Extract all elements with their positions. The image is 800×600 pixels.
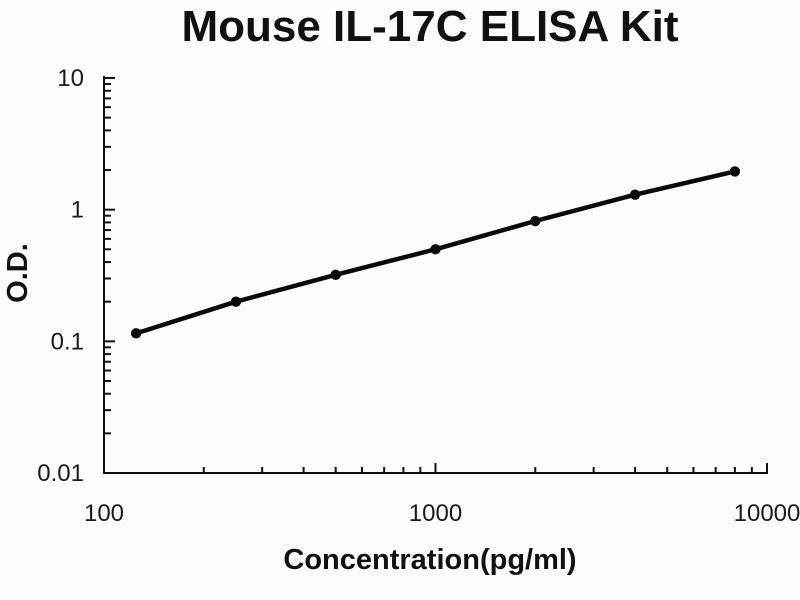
y-tick-label: 1: [71, 197, 84, 224]
data-point: [130, 328, 142, 339]
data-point: [230, 296, 242, 307]
y-tick-label: 0.01: [37, 460, 84, 487]
x-tick-label: 1000: [409, 500, 462, 527]
data-point: [629, 189, 641, 200]
data-point: [530, 215, 541, 227]
x-tick-label: 100: [84, 500, 124, 527]
x-axis-label: Concentration(pg/ml): [283, 544, 577, 576]
y-tick-label: 10: [57, 65, 84, 92]
x-tick-label: 10000: [734, 500, 800, 527]
y-tick-label: 0.1: [51, 328, 84, 355]
data-point: [729, 166, 741, 177]
data-point: [430, 244, 441, 255]
data-point: [330, 269, 341, 281]
chart-title: Mouse IL-17C ELISA Kit: [181, 2, 679, 51]
